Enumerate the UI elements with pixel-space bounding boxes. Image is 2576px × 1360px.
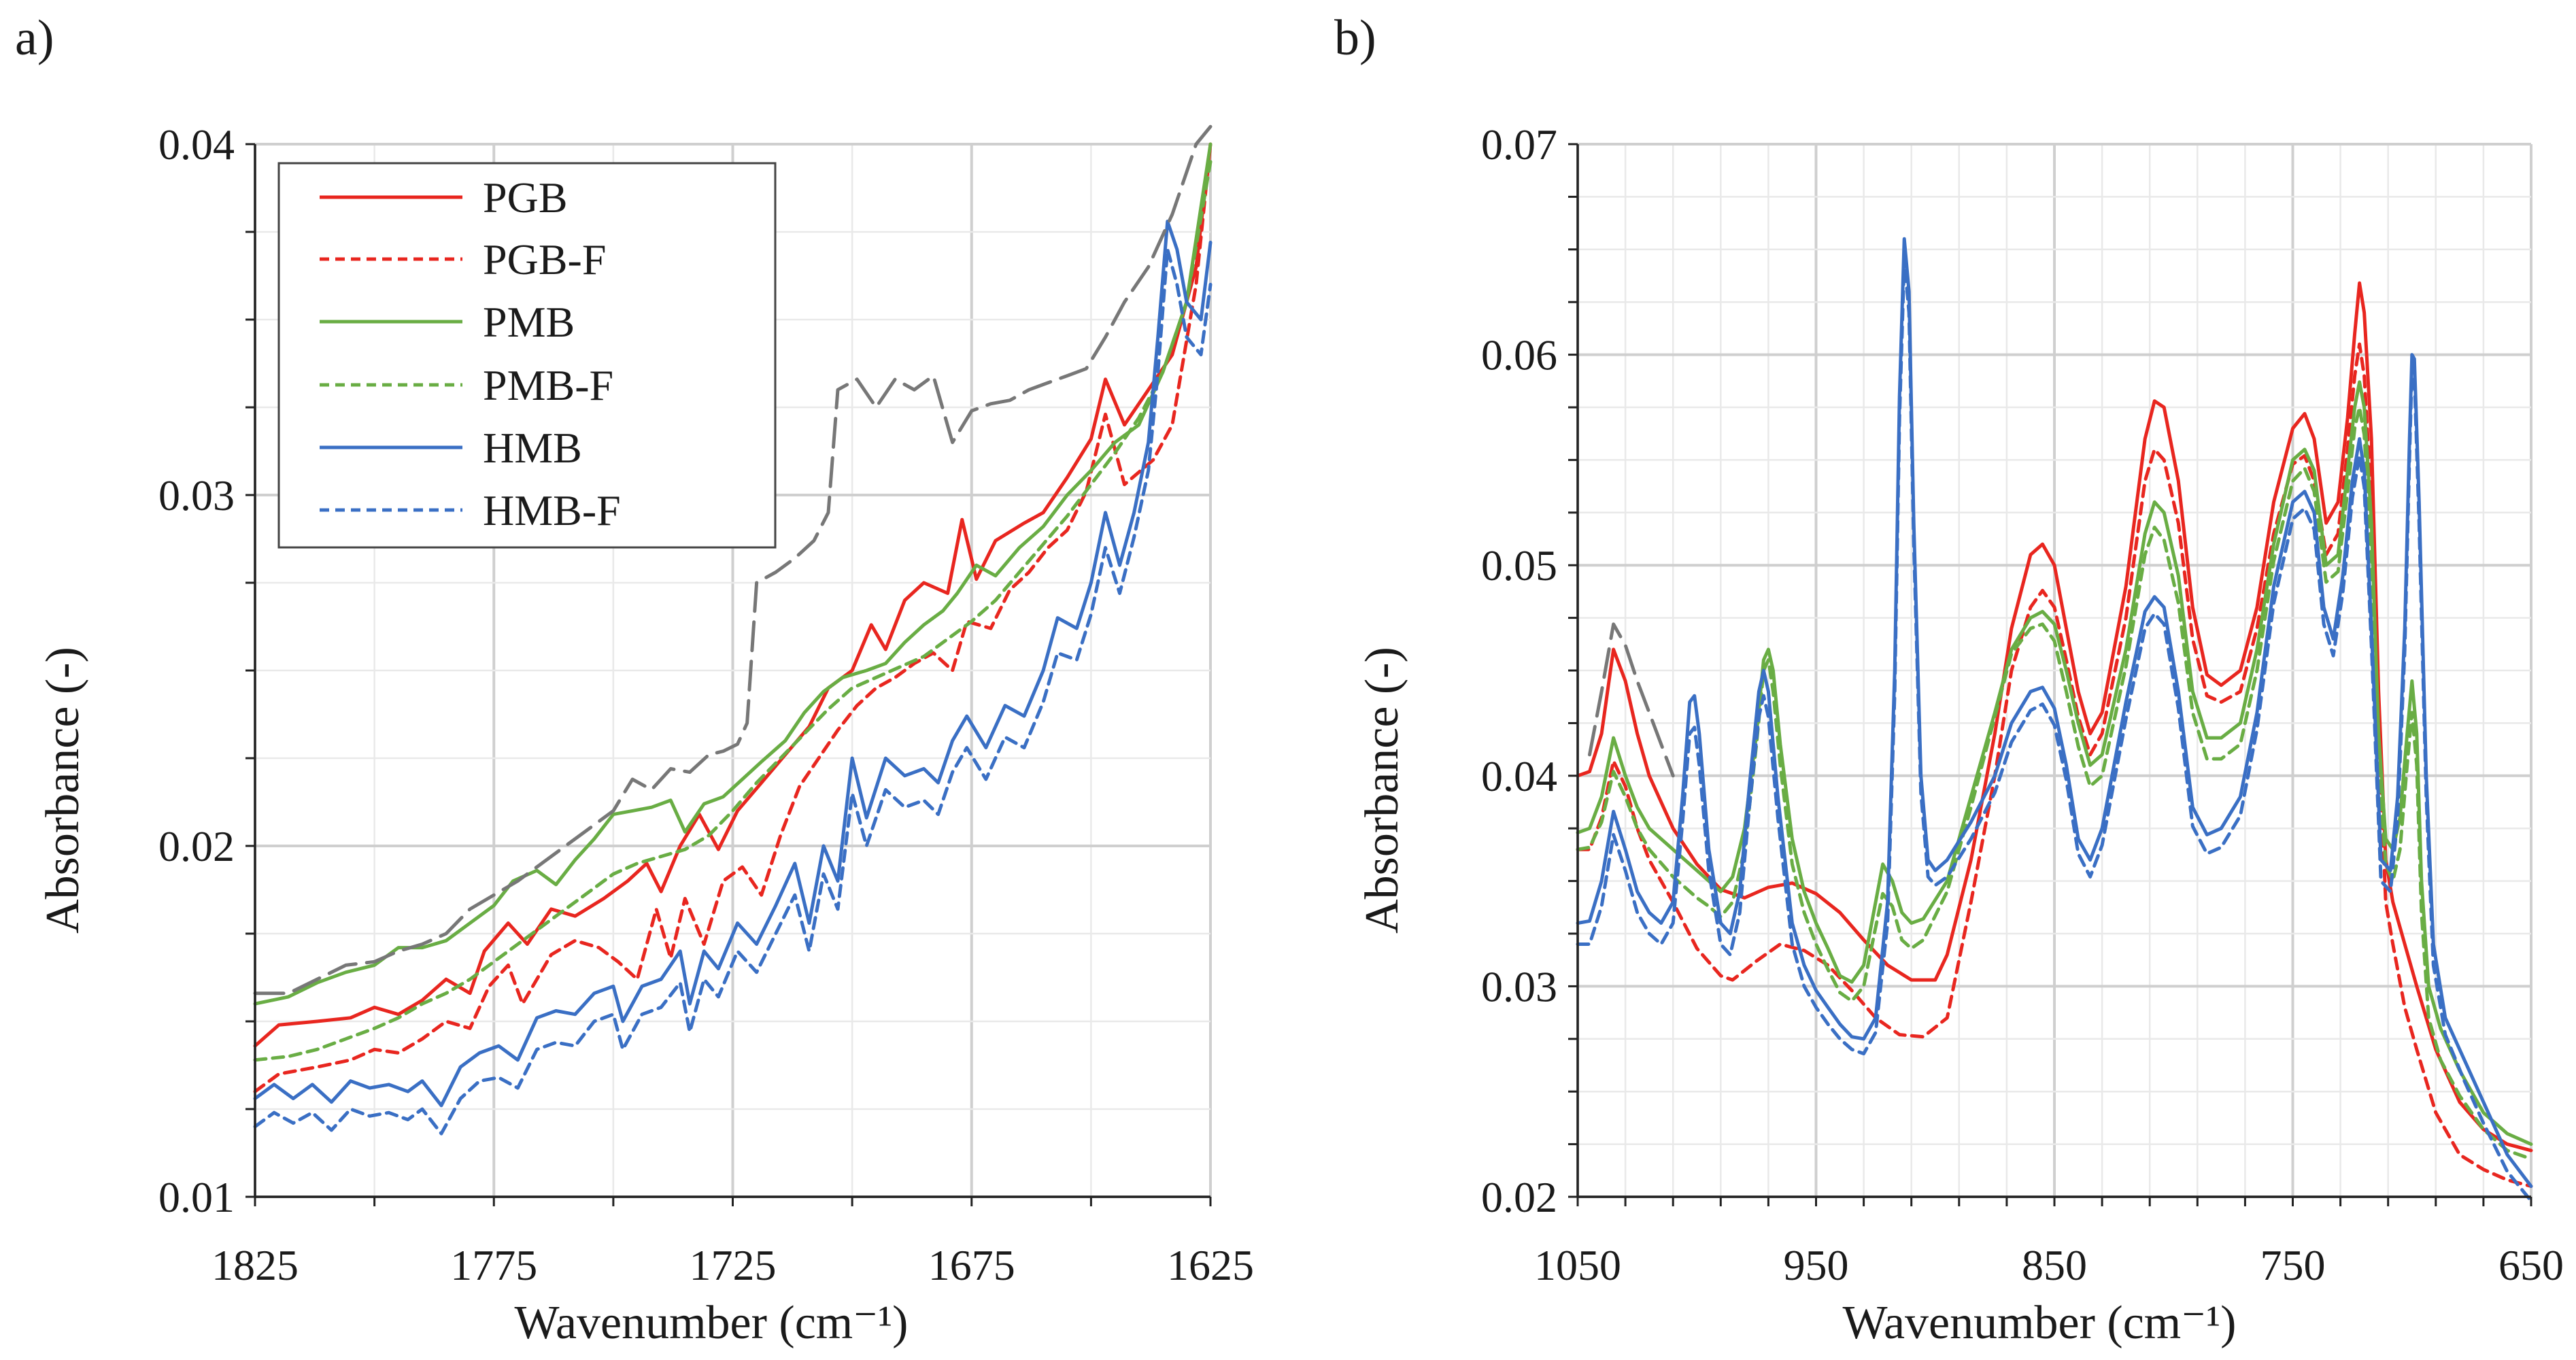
- series-line-hmb-f: [1576, 258, 2533, 1203]
- panel-b-chart: b) 0.02 0.03 0.04 0.05 0.06 0.07 1050 950 850 75…: [1334, 10, 2564, 1349]
- panel-a-legend: PGB PGB-F PMB PMB-F HMB HMB-F: [277, 162, 777, 549]
- panel-b-axes: [1568, 143, 2532, 1206]
- legend-label-hmb-f: HMB-F: [483, 486, 621, 534]
- legend-label-hmb: HMB: [483, 424, 582, 472]
- series-line-pmb: [253, 142, 1213, 1006]
- y-tick-label: 0.05: [1481, 541, 1557, 590]
- panel-a-x-tick-labels: 1825 1775 1725 1675 1625: [211, 1241, 1254, 1289]
- legend-label-pmb-f: PMB-F: [483, 361, 613, 409]
- x-tick-label: 750: [2260, 1241, 2326, 1289]
- y-tick-label: 0.07: [1481, 120, 1557, 169]
- series-line-pgb: [1576, 281, 2533, 1153]
- legend-entry-pmb-f: PMB-F: [320, 361, 613, 409]
- legend-entry-pgb: PGB: [320, 173, 568, 222]
- y-tick-label: 0.03: [1481, 962, 1557, 1010]
- panel-a-y-axis-title: Absorbance (-): [37, 647, 89, 934]
- panel-a-axes: [245, 143, 1212, 1206]
- x-tick-label: 1725: [690, 1241, 777, 1289]
- panel-b-x-axis-title: Wavenumber (cm⁻¹): [1842, 1297, 2236, 1349]
- x-tick-label: 1825: [211, 1241, 299, 1289]
- series-line-pgb: [253, 142, 1213, 1048]
- y-tick-label: 0.02: [158, 822, 235, 870]
- y-tick-label: 0.04: [1481, 752, 1557, 800]
- legend-label-pmb: PMB: [483, 298, 575, 346]
- series-line-hmb: [253, 220, 1213, 1108]
- series-line-pmb-f: [253, 160, 1213, 1062]
- y-tick-label: 0.02: [1481, 1173, 1557, 1221]
- legend-box: [277, 162, 777, 549]
- y-tick-label: 0.04: [158, 120, 235, 169]
- series-line-pgb-f: [253, 142, 1213, 1093]
- legend-label-pgb-f: PGB-F: [483, 235, 606, 284]
- panel-a-chart: a) 0.01 0.02 0.03 0.04 1825 1775 1725 1675 1625…: [15, 10, 1254, 1349]
- panel-b-series: [1576, 237, 2533, 1203]
- legend-entry-pmb: PMB: [320, 298, 575, 346]
- panel-b-x-tick-labels: 1050 950 850 750 650: [1534, 1241, 2564, 1289]
- panel-b-y-tick-labels: 0.02 0.03 0.04 0.05 0.06 0.07: [1481, 120, 1557, 1221]
- legend-entry-hmb: HMB: [320, 424, 582, 472]
- x-tick-label: 1775: [450, 1241, 537, 1289]
- legend-label-pgb: PGB: [483, 173, 568, 222]
- panel-b-label: b): [1334, 10, 1376, 66]
- panel-a-y-tick-labels: 0.01 0.02 0.03 0.04: [158, 120, 235, 1221]
- series-line-hmb-f: [253, 248, 1213, 1136]
- x-tick-label: 1625: [1167, 1241, 1254, 1289]
- x-tick-label: 1050: [1534, 1241, 1621, 1289]
- panel-a-series: [253, 124, 1213, 1136]
- panel-a-label: a): [15, 10, 54, 66]
- y-tick-label: 0.06: [1481, 331, 1557, 379]
- panel-b-gridlines: [1576, 143, 2532, 1198]
- x-tick-label: 850: [2022, 1241, 2087, 1289]
- series-line-unlabeled-grey: [1588, 622, 1675, 778]
- legend-entry-hmb-f: HMB-F: [320, 486, 621, 534]
- legend-entry-pgb-f: PGB-F: [320, 235, 606, 284]
- panel-a-x-axis-title: Wavenumber (cm⁻¹): [514, 1297, 908, 1349]
- series-line-pmb-f: [1576, 405, 2533, 1161]
- x-tick-label: 1675: [928, 1241, 1015, 1289]
- panel-b-y-axis-title: Absorbance (-): [1356, 647, 1408, 934]
- y-tick-label: 0.03: [158, 471, 235, 520]
- y-tick-label: 0.01: [158, 1173, 235, 1221]
- series-line-unlabeled-grey: [253, 124, 1213, 996]
- x-tick-label: 950: [1784, 1241, 1849, 1289]
- x-tick-label: 650: [2498, 1241, 2564, 1289]
